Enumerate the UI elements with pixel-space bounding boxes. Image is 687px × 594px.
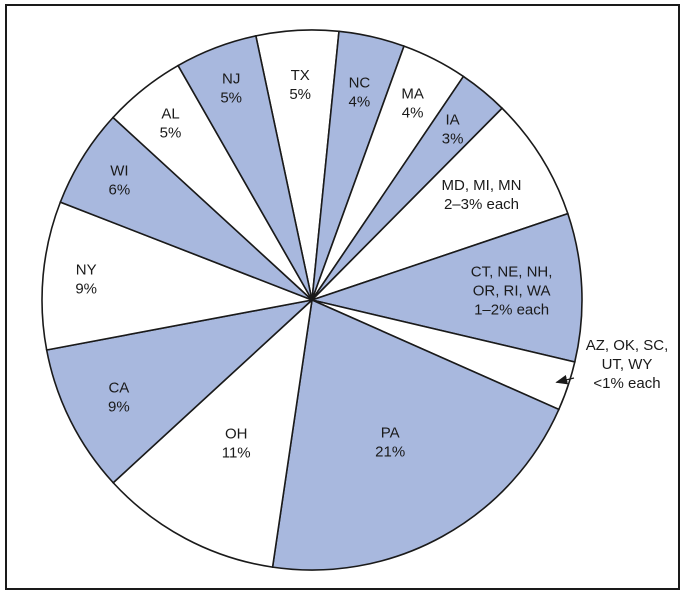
pie-slice (41, 201, 315, 351)
callout-arrow (555, 375, 575, 385)
slice-label: CT, NE, NH, OR, RI, WA 1–2% each (471, 264, 553, 319)
slice-label: OH 11% (222, 426, 251, 462)
pie-chart: TX 5% NC 4% MA 4% IA 3% MD, MI, MN 2–3% each CT, N… (41, 29, 669, 571)
chart-frame: TX 5% NC 4% MA 4% IA 3% MD, MI, MN 2–3% each CT, N… (5, 4, 680, 590)
pie-slice (112, 297, 314, 569)
slice-label: NJ 5% (220, 71, 242, 107)
slice-label: NC 4% (349, 75, 371, 111)
slice-label: MA 4% (401, 85, 424, 121)
pie-slice (176, 34, 313, 301)
slice-label: PA 21% (375, 424, 405, 460)
slice-label: IA 3% (442, 112, 464, 148)
slice-label: NY 9% (75, 262, 97, 298)
slice-label: CA 9% (108, 379, 130, 415)
slice-label: MD, MI, MN 2–3% each (442, 177, 522, 213)
slice-label: AZ, OK, SC, UT, WY <1% each (586, 337, 669, 392)
pie-slice (271, 298, 560, 571)
pie-slice (309, 212, 583, 363)
pie-slice (45, 298, 315, 484)
pie-slice (311, 107, 569, 301)
slice-label: TX 5% (289, 67, 311, 103)
slice-label: AL 5% (160, 105, 182, 141)
slice-label: WI 6% (109, 163, 131, 199)
